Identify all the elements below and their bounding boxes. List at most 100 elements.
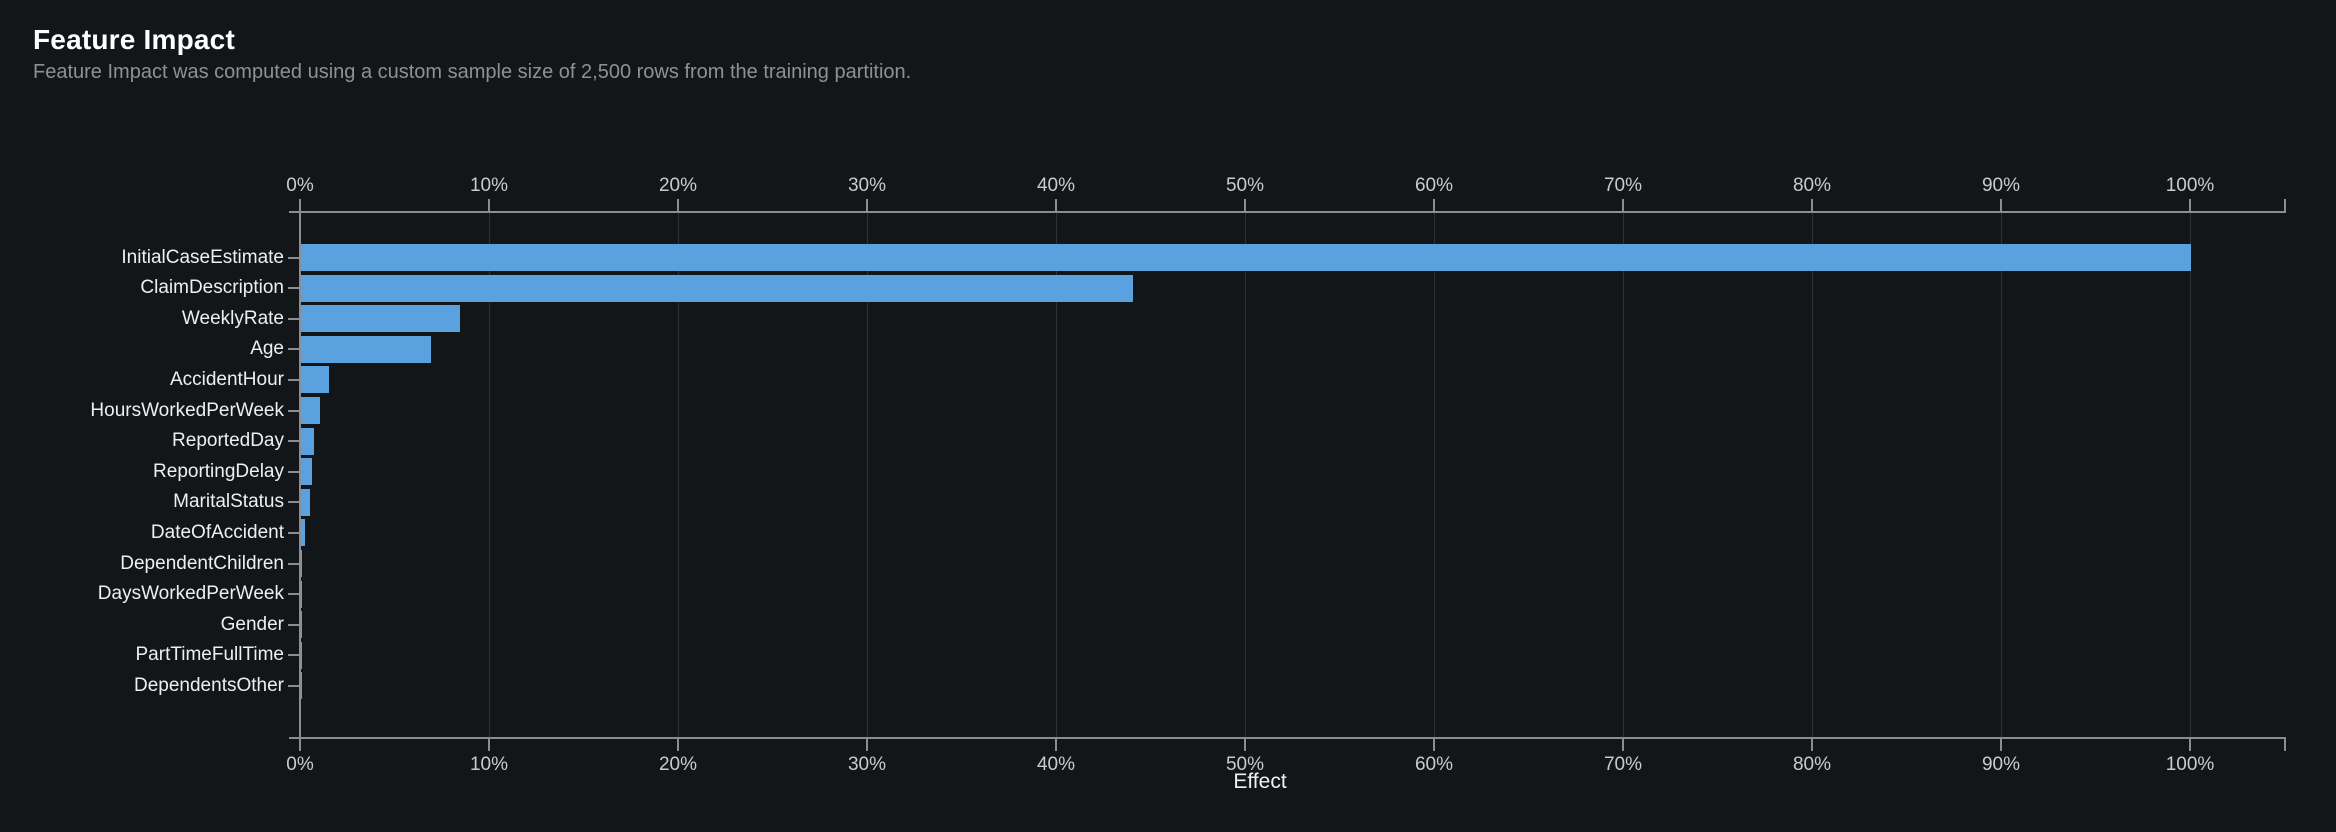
x-tick-top (488, 199, 490, 213)
impact-bar[interactable] (301, 458, 313, 486)
vertical-gridline (2190, 213, 2191, 737)
x-tick-bottom (866, 737, 868, 751)
feature-label: AccidentHour (169, 368, 284, 390)
x-tick-label-top: 40% (1036, 175, 1076, 196)
x-tick-top (299, 199, 301, 213)
x-tick-bottom (488, 737, 490, 751)
vertical-gridline (1245, 213, 1246, 737)
x-tick-label-top: 50% (1225, 175, 1265, 196)
feature-row-tick (288, 378, 300, 381)
x-tick-label-bottom: 30% (847, 754, 887, 775)
feature-row-tick (288, 440, 300, 443)
feature-row-tick (288, 562, 300, 565)
impact-bar[interactable] (301, 397, 320, 424)
feature-label: ReportedDay (172, 430, 284, 452)
feature-row-tick (288, 256, 300, 259)
impact-bar[interactable] (301, 550, 302, 577)
vertical-gridline (867, 213, 868, 737)
page-subtitle: Feature Impact was computed using a cust… (33, 61, 912, 83)
x-tick-top (1055, 199, 1057, 213)
x-tick-top (677, 199, 679, 213)
feature-label: Gender (220, 613, 284, 635)
feature-label: MaritalStatus (173, 491, 284, 513)
feature-label: ReportingDelay (153, 460, 284, 482)
x-tick-label-top: 80% (1792, 175, 1832, 196)
x-tick-bottom (1622, 737, 1624, 751)
x-tick-top (1433, 199, 1435, 213)
x-tick-label-top: 10% (469, 175, 509, 196)
x-tick-top (866, 199, 868, 213)
feature-row-tick (288, 287, 300, 290)
feature-label: DependentChildren (120, 552, 284, 574)
feature-row-tick (288, 409, 300, 412)
feature-row-tick (288, 348, 300, 351)
impact-bar[interactable] (301, 274, 1133, 302)
feature-row-tick (288, 623, 300, 626)
feature-row-tick (288, 593, 300, 596)
x-axis-bottom-line (289, 737, 2286, 739)
vertical-gridline (1434, 213, 1435, 737)
x-axis-top-endcap (2284, 199, 2286, 213)
feature-row-tick (288, 531, 300, 534)
impact-bar[interactable] (301, 488, 311, 516)
impact-bar[interactable] (301, 244, 2191, 271)
feature-label: InitialCaseEstimate (121, 246, 284, 268)
vertical-gridline (678, 213, 679, 737)
x-tick-bottom (299, 737, 301, 751)
x-tick-label-top: 90% (1981, 175, 2021, 196)
x-tick-bottom (1811, 737, 1813, 751)
x-axis-bottom-endcap (2284, 737, 2286, 751)
feature-row-tick (288, 470, 300, 473)
x-tick-label-bottom: 100% (2165, 754, 2215, 775)
feature-row-tick (288, 654, 300, 657)
feature-row-tick (288, 317, 300, 320)
x-tick-bottom (2189, 737, 2191, 751)
x-tick-label-top: 100% (2165, 175, 2215, 196)
x-tick-top (2189, 199, 2191, 213)
x-tick-label-top: 0% (286, 175, 314, 196)
x-tick-label-bottom: 90% (1981, 754, 2021, 775)
feature-row-tick (288, 684, 300, 687)
vertical-gridline (1623, 213, 1624, 737)
impact-bar[interactable] (301, 335, 432, 363)
x-tick-label-top: 60% (1414, 175, 1454, 196)
x-tick-label-bottom: 0% (286, 754, 314, 775)
x-axis-title: Effect (1233, 770, 1287, 793)
feature-label: DateOfAccident (150, 521, 284, 543)
feature-label: PartTimeFullTime (135, 644, 285, 666)
x-tick-label-bottom: 70% (1603, 754, 1643, 775)
feature-label: ClaimDescription (140, 277, 284, 299)
x-tick-label-bottom: 10% (469, 754, 509, 775)
page-title: Feature Impact (33, 24, 235, 55)
x-tick-bottom (677, 737, 679, 751)
feature-label: Age (250, 338, 284, 360)
feature-label: WeeklyRate (181, 307, 284, 329)
x-axis-top-line (289, 211, 2286, 213)
y-axis-line (299, 211, 301, 739)
feature-label: DaysWorkedPerWeek (97, 583, 284, 605)
x-tick-label-bottom: 50% (1225, 754, 1265, 775)
vertical-gridline (1056, 213, 1057, 737)
x-tick-top (1622, 199, 1624, 213)
x-tick-label-top: 20% (658, 175, 698, 196)
vertical-gridline (1812, 213, 1813, 737)
x-tick-label-bottom: 80% (1792, 754, 1832, 775)
vertical-gridline (489, 213, 490, 737)
impact-bar[interactable] (301, 519, 305, 547)
impact-bar[interactable] (301, 305, 460, 333)
x-tick-label-bottom: 20% (658, 754, 698, 775)
x-tick-top (1244, 199, 1246, 213)
feature-label: HoursWorkedPerWeek (90, 399, 284, 421)
vertical-gridline (2001, 213, 2002, 737)
x-tick-top (2000, 199, 2002, 213)
x-tick-label-top: 70% (1603, 175, 1643, 196)
x-tick-top (1811, 199, 1813, 213)
feature-row-tick (288, 501, 300, 504)
impact-bar[interactable] (301, 580, 302, 608)
x-tick-bottom (1433, 737, 1435, 751)
impact-bar[interactable] (301, 366, 330, 394)
x-tick-bottom (2000, 737, 2002, 751)
x-tick-label-top: 30% (847, 175, 887, 196)
impact-bar[interactable] (301, 427, 315, 455)
